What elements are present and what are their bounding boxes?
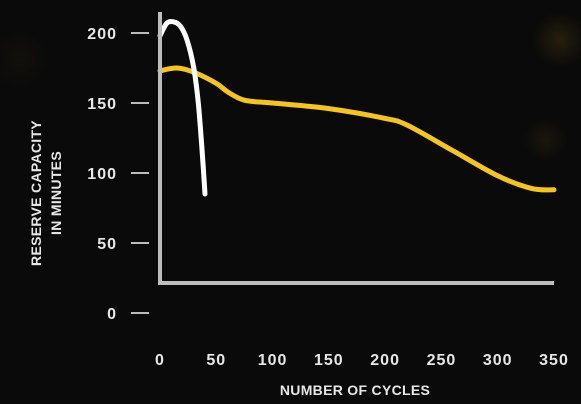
x-tick-label-300: 300 (483, 352, 513, 369)
x-tick-label-0: 0 (155, 352, 165, 369)
x-tick-label-200: 200 (370, 352, 400, 369)
series-layer (157, 18, 557, 197)
x-tick-label-50: 50 (206, 352, 226, 369)
y-tick-label-200: 200 (87, 26, 117, 43)
x-tick-label-250: 250 (427, 352, 457, 369)
x-tick-label-100: 100 (258, 352, 288, 369)
x-tick-labels: 0 50 100 150 200 250 300 350 (155, 352, 569, 369)
x-tick-label-350: 350 (539, 352, 569, 369)
series-line-white (157, 18, 208, 197)
y-tick-marks (131, 32, 149, 314)
y-tick-labels: 0 50 100 150 200 (87, 26, 117, 323)
y-tick-label-100: 100 (87, 166, 117, 183)
y-tick-label-50: 50 (97, 236, 117, 253)
y-axis-title-line-1: RESERVE CAPACITY (28, 120, 44, 266)
y-axis-title: RESERVE CAPACITY IN MINUTES (28, 120, 64, 266)
series-line-yellow (157, 65, 557, 193)
y-tick-label-150: 150 (87, 96, 117, 113)
x-tick-label-150: 150 (314, 352, 344, 369)
y-axis-title-line-2: IN MINUTES (48, 151, 64, 235)
x-axis-title: NUMBER OF CYCLES (280, 382, 430, 398)
y-tick-label-0: 0 (107, 306, 117, 323)
